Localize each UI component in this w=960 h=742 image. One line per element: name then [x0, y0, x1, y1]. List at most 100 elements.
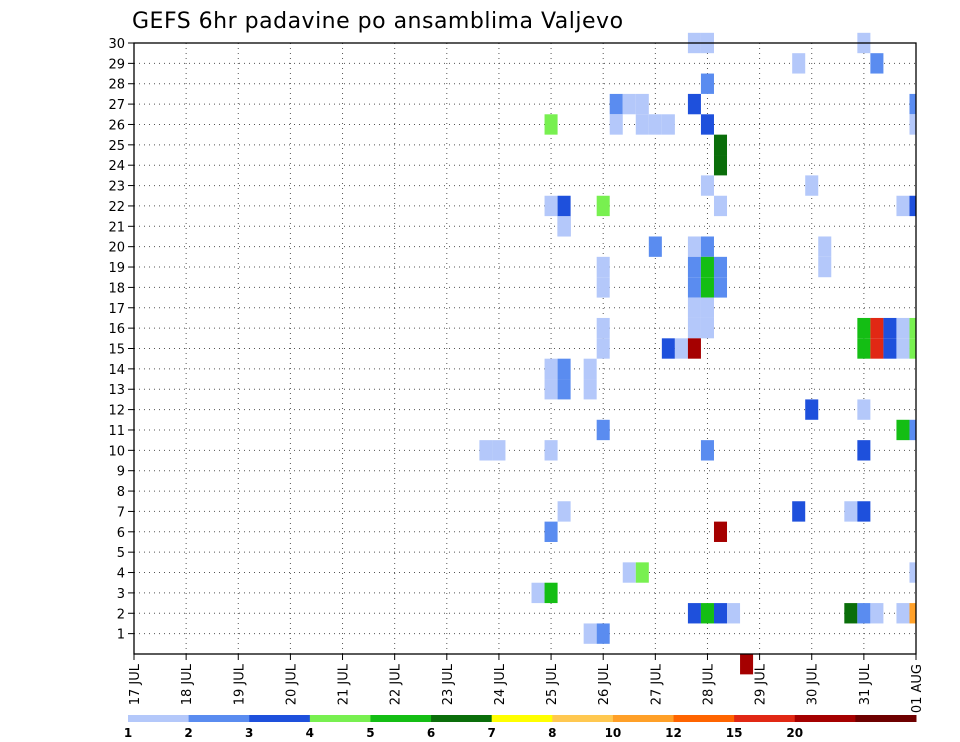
y-tick-label: 28: [108, 78, 125, 93]
heatmap-cell: [557, 379, 571, 400]
x-tick-label: 19 JUL: [232, 663, 247, 705]
y-tick-label: 26: [108, 118, 125, 133]
heatmap-cell: [857, 603, 871, 624]
y-tick-label: 9: [117, 465, 125, 480]
heatmap-cell: [700, 236, 714, 257]
heatmap-cell: [740, 654, 754, 675]
heatmap-cell: [557, 216, 571, 237]
colorbar-segment: [309, 715, 371, 722]
heatmap-cell: [896, 603, 910, 624]
heatmap-cell: [544, 358, 558, 380]
x-tick-label: 28 JUL: [701, 663, 716, 705]
colorbar: 1 2 3 4 5 6 7 8 10 12 15 20: [124, 715, 917, 740]
y-tick-label: 13: [108, 383, 125, 398]
heatmap-cell: [544, 521, 558, 542]
heatmap-cell: [909, 603, 916, 624]
x-tick-label: 20 JUL: [284, 663, 299, 705]
heatmap-cell: [844, 603, 858, 624]
heatmap-cell: [687, 93, 701, 115]
y-tick-label: 3: [117, 587, 125, 602]
heatmap-cell: [870, 603, 884, 624]
y-tick-label: 1: [117, 628, 125, 643]
y-tick-label: 21: [108, 220, 125, 235]
y-tick-label: 23: [108, 180, 125, 195]
x-tick-label: 21 JUL: [337, 663, 352, 705]
colorbar-segment: [673, 715, 735, 722]
heatmap-cell: [857, 317, 871, 339]
heatmap-cell: [583, 623, 597, 644]
colorbar-label: 8: [548, 726, 556, 740]
heatmap-cell: [700, 73, 714, 94]
heatmap-cell: [844, 501, 858, 522]
y-tick-label: 4: [117, 567, 125, 582]
colorbar-label: 12: [665, 726, 682, 740]
colorbar-label: 20: [786, 726, 803, 740]
heatmap-cell: [713, 256, 728, 278]
heatmap-cell: [557, 358, 571, 380]
heatmap-cell: [557, 501, 571, 522]
heatmap-cell: [870, 53, 884, 74]
colorbar-label: 6: [427, 726, 435, 740]
heatmap-cell: [818, 256, 832, 278]
heatmap-cell: [622, 93, 636, 115]
heatmap-cell: [909, 93, 916, 115]
y-tick-label: 16: [108, 322, 125, 337]
x-axis: 17 JUL 18 JUL 19 JUL 20 JUL 21 JUL 22 JUL 23 J…: [128, 654, 925, 713]
heatmap-cell: [805, 399, 819, 420]
heatmap-cell: [544, 195, 558, 217]
y-tick-label: 14: [108, 363, 125, 378]
heatmap-cell: [818, 236, 832, 257]
y-tick-label: 8: [117, 485, 125, 500]
y-tick-label: 22: [108, 200, 125, 215]
heatmap-cell: [792, 53, 806, 74]
heatmap-cell: [857, 338, 871, 359]
heatmap-cell: [687, 256, 701, 278]
heatmap-cell: [909, 338, 916, 359]
heatmap-cell: [596, 317, 610, 339]
heatmap-cell: [661, 114, 675, 135]
y-tick-label: 19: [108, 261, 125, 276]
heatmap-cell: [674, 338, 688, 359]
colorbar-segment: [491, 715, 553, 722]
heatmap-cell: [544, 379, 558, 400]
y-tick-label: 17: [108, 302, 125, 317]
y-tick-label: 29: [108, 57, 125, 72]
y-tick-label: 15: [108, 343, 125, 358]
heatmap-cell: [896, 419, 910, 441]
heatmap-cell: [700, 317, 714, 339]
colorbar-segment: [188, 715, 250, 722]
colorbar-segment: [128, 715, 190, 722]
heatmap-cell: [687, 277, 701, 298]
y-tick-label: 20: [108, 241, 125, 256]
heatmap-cell: [544, 114, 558, 135]
heatmap-cell: [870, 338, 884, 359]
heatmap-cell: [713, 155, 728, 176]
y-tick-label: 24: [108, 159, 125, 174]
heatmap-cell: [700, 256, 714, 278]
y-tick-label: 2: [117, 607, 125, 622]
heatmap-cell: [883, 317, 897, 339]
colorbar-segment: [431, 715, 493, 722]
heatmap-cell: [896, 195, 910, 217]
colorbar-label: 7: [488, 726, 496, 740]
heatmap-cell: [596, 419, 610, 441]
heatmap-cell: [857, 501, 871, 522]
heatmap-cell: [857, 399, 871, 420]
heatmap-cell: [609, 114, 623, 135]
heatmap-cell: [596, 277, 610, 298]
heatmap-cell: [596, 195, 610, 217]
y-tick-label: 7: [117, 505, 125, 520]
heatmap-cell: [909, 317, 916, 339]
heatmap-cell: [896, 338, 910, 359]
heatmap-cell: [635, 114, 649, 135]
colorbar-segment: [370, 715, 432, 722]
heatmap-cell: [700, 297, 714, 318]
colorbar-label: 15: [726, 726, 743, 740]
colorbar-label: 10: [605, 726, 622, 740]
heatmap-cell: [909, 562, 916, 583]
heatmap-cell: [805, 175, 819, 196]
heatmap-cell: [622, 562, 636, 583]
y-tick-label: 6: [117, 526, 125, 541]
heatmap-cell: [700, 114, 714, 135]
